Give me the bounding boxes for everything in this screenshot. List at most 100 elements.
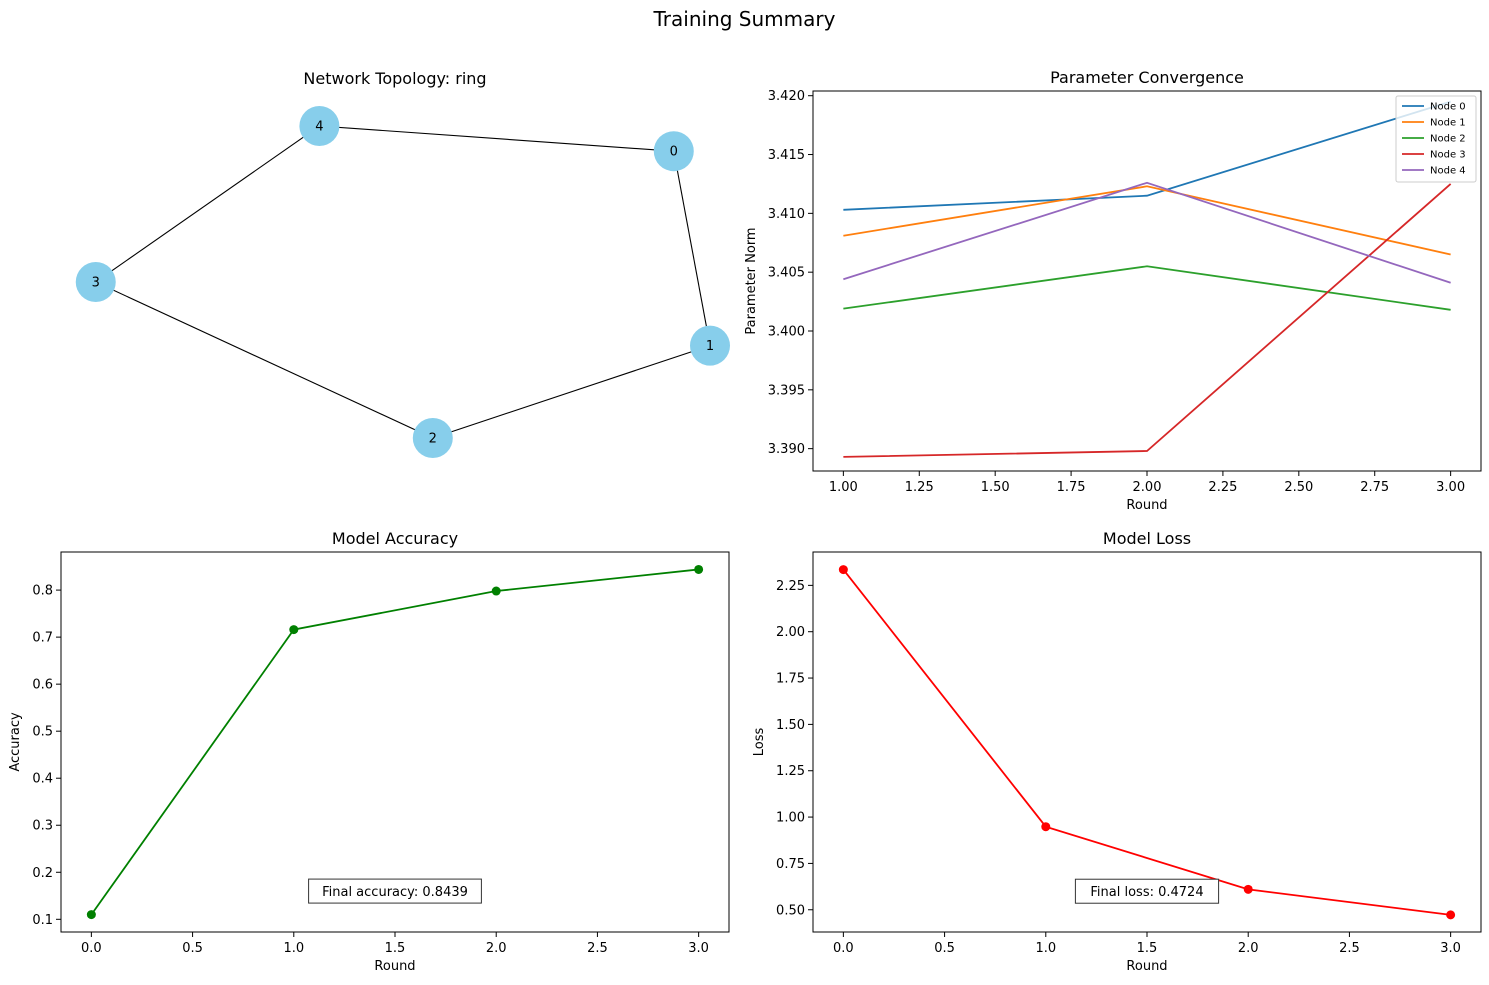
- x-tick-label: 2.5: [1339, 941, 1360, 956]
- x-tick-label: 2.50: [1284, 480, 1313, 495]
- model-accuracy-panel: Model Accuracy 0.0 0.5 1.0 1.5 2.0 2.5 3.0 0.1 0.…: [8, 529, 730, 974]
- x-tick-label: 2.75: [1360, 480, 1389, 495]
- y-tick-label: 0.7: [32, 631, 53, 646]
- axes-frame: [60, 551, 730, 933]
- x-tick-label: 0.0: [81, 941, 102, 956]
- data-point: [491, 586, 501, 596]
- y-tick-label: 1.75: [776, 672, 805, 687]
- x-tick-label: 1.00: [829, 480, 858, 495]
- network-node: [690, 325, 730, 366]
- network-edge: [432, 345, 711, 439]
- y-tick-label: 0.75: [776, 857, 805, 872]
- y-tick-label: 3.405: [768, 266, 805, 281]
- x-tick-label: 2.5: [587, 941, 608, 956]
- x-tick-label: 0.0: [833, 941, 854, 956]
- annotation-box: [1074, 878, 1220, 904]
- y-tick-label: 0.5: [32, 725, 53, 740]
- legend-entry: Node 1: [1430, 118, 1466, 129]
- series-line-node-4: [843, 181, 1451, 284]
- x-tick-label: 0.5: [182, 941, 203, 956]
- y-tick-label: 2.25: [776, 579, 805, 594]
- x-tick-label: 1.0: [1035, 941, 1056, 956]
- model-loss-panel: Model Loss 0.0 0.5 1.0 1.5 2.0 2.5 3.0 0.50 0.75 1…: [752, 529, 1482, 974]
- network-node: [75, 262, 116, 302]
- data-point: [86, 910, 96, 920]
- x-axis-label: Round: [374, 959, 415, 974]
- y-tick-label: 0.3: [32, 819, 53, 834]
- y-tick-label: 3.390: [768, 442, 805, 457]
- network-edge: [95, 125, 320, 283]
- data-point: [1041, 822, 1051, 832]
- data-point: [1446, 910, 1456, 920]
- network-edge: [319, 125, 674, 152]
- x-tick-label: 1.75: [1057, 480, 1086, 495]
- network-node: [299, 106, 340, 146]
- x-tick-label: 3.00: [1436, 480, 1465, 495]
- network-node: [412, 418, 453, 458]
- x-tick-label: 3.0: [1440, 941, 1461, 956]
- network-node-label: 4: [315, 120, 323, 135]
- y-tick-label: 0.6: [32, 678, 53, 693]
- y-tick-label: 0.50: [776, 903, 805, 918]
- legend-entry: Node 3: [1430, 150, 1466, 161]
- data-point: [1243, 884, 1253, 894]
- panel-title: Model Accuracy: [332, 529, 458, 548]
- x-tick-label: 2.0: [486, 941, 507, 956]
- x-axis-label: Round: [1126, 498, 1167, 513]
- y-tick-label: 1.25: [776, 764, 805, 779]
- panel-title: Parameter Convergence: [1050, 68, 1244, 87]
- data-line: [90, 568, 699, 916]
- x-tick-label: 1.25: [905, 480, 934, 495]
- network-node-label: 3: [92, 276, 100, 291]
- y-tick-label: 1.00: [776, 811, 805, 826]
- y-tick-label: 0.1: [32, 913, 53, 928]
- annotation-box: [308, 878, 482, 904]
- annotation-text: Final accuracy: 0.8439: [322, 885, 468, 900]
- panel-title: Network Topology: ring: [303, 69, 486, 88]
- y-tick-label: 2.00: [776, 625, 805, 640]
- network-edge: [673, 151, 711, 346]
- x-tick-label: 1.5: [385, 941, 406, 956]
- figure-title: Training Summary: [653, 7, 836, 31]
- axes-frame: [812, 551, 1482, 933]
- network-topology-panel: Network Topology: ring 0 1 2 3 4: [75, 69, 730, 458]
- legend-entry: Node 4: [1430, 166, 1466, 177]
- y-tick-label: 0.2: [32, 866, 53, 881]
- network-node-label: 2: [429, 432, 437, 447]
- y-tick-label: 1.50: [776, 718, 805, 733]
- x-axis-label: Round: [1126, 959, 1167, 974]
- y-tick-label: 0.8: [32, 584, 53, 599]
- legend-entry: Node 0: [1430, 102, 1466, 113]
- axes-frame: [812, 90, 1482, 472]
- y-tick-label: 3.415: [768, 148, 805, 163]
- series-line-node-0: [843, 100, 1451, 211]
- y-tick-label: 3.410: [768, 207, 805, 222]
- series-line-node-3: [843, 183, 1452, 458]
- x-tick-label: 2.25: [1208, 480, 1237, 495]
- panel-title: Model Loss: [1103, 529, 1191, 548]
- network-node: [653, 131, 694, 172]
- x-tick-label: 2.0: [1238, 941, 1259, 956]
- legend-box: [1395, 95, 1477, 183]
- y-tick-label: 3.400: [768, 325, 805, 340]
- data-point: [694, 564, 704, 574]
- y-axis-label: Parameter Norm: [744, 227, 759, 334]
- y-axis-label: Accuracy: [8, 712, 23, 772]
- data-point: [289, 625, 299, 635]
- y-tick-label: 0.4: [32, 772, 53, 787]
- x-tick-label: 1.5: [1137, 941, 1158, 956]
- legend-entry: Node 2: [1430, 134, 1466, 145]
- y-tick-label: 3.395: [768, 383, 805, 398]
- x-tick-label: 2.00: [1133, 480, 1162, 495]
- annotation-text: Final loss: 0.4724: [1090, 885, 1203, 900]
- network-edge: [95, 281, 434, 439]
- y-tick-label: 3.420: [768, 89, 805, 104]
- series-line-node-2: [843, 265, 1451, 311]
- data-line: [842, 569, 1451, 916]
- y-axis-label: Loss: [752, 728, 767, 757]
- network-node-label: 0: [670, 145, 678, 160]
- x-tick-label: 0.5: [934, 941, 955, 956]
- x-tick-label: 1.50: [981, 480, 1010, 495]
